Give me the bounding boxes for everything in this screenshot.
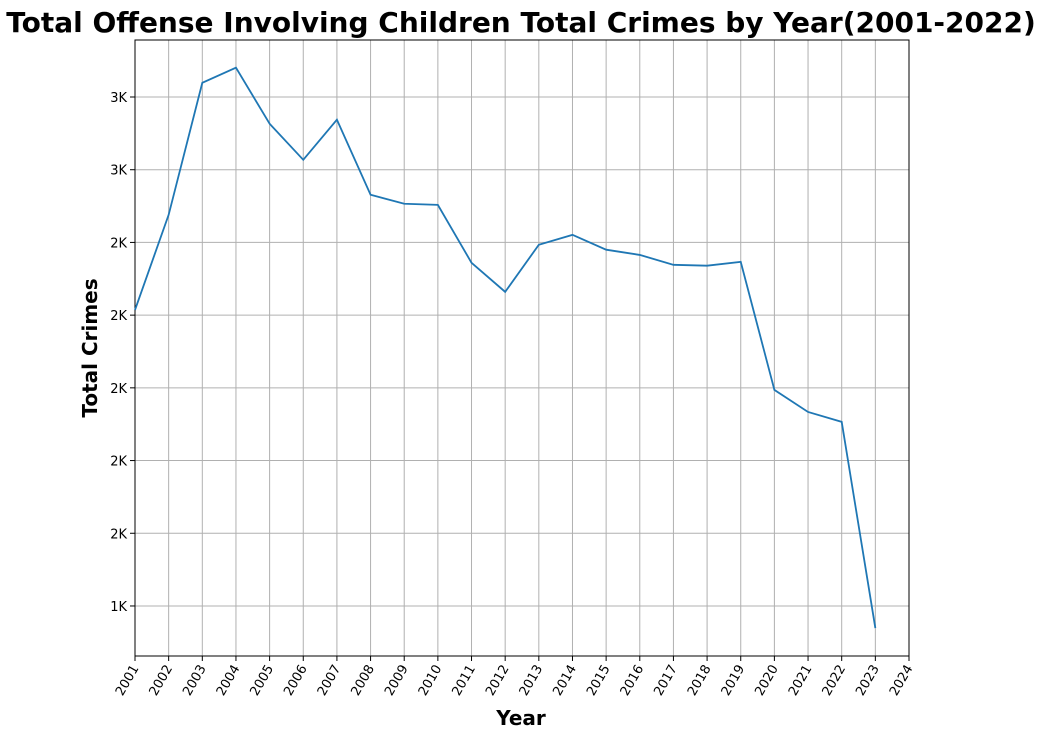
x-tick-label: 2002 (147, 663, 177, 699)
x-axis-label: Year (495, 706, 546, 730)
x-tick-label: 2023 (853, 663, 883, 699)
x-tick-label: 2016 (618, 663, 648, 699)
data-line (134, 66, 877, 629)
y-tick-label: 2K (110, 382, 127, 397)
x-tick-label: 2007 (315, 663, 345, 699)
x-tick-label: 2011 (449, 663, 479, 699)
x-tick-label: 2015 (584, 663, 614, 699)
x-tick-label: 2020 (752, 663, 782, 699)
y-tick-label: 1K (110, 600, 127, 615)
y-tick-label: 2K (110, 455, 127, 470)
x-tick-label: 2003 (180, 663, 210, 699)
x-tick-label: 2017 (651, 663, 681, 699)
x-tick-label: 2014 (550, 663, 580, 699)
x-tick-label: 2021 (786, 663, 816, 699)
y-axis-label: Total Crimes (78, 278, 102, 417)
y-tick-label: 2K (110, 309, 127, 324)
x-tick-label: 2008 (348, 663, 378, 699)
x-tick-label: 2024 (887, 663, 917, 699)
y-tick-label: 2K (110, 236, 127, 251)
x-tick-label: 2005 (248, 663, 278, 699)
x-tick-label: 2012 (483, 663, 513, 699)
x-tick-label: 2009 (382, 663, 412, 699)
x-tick-label: 2013 (517, 663, 547, 699)
x-tick-label: 2006 (281, 663, 311, 699)
x-tick-label: 2001 (113, 663, 143, 699)
x-tick-label: 2019 (719, 663, 749, 699)
y-tick-label: 3K (110, 164, 127, 179)
plot-frame (134, 39, 910, 657)
x-tick-label: 2004 (214, 663, 244, 699)
y-tick-label: 2K (110, 527, 127, 542)
x-tick-label: 2022 (820, 663, 850, 699)
x-tick-label: 2018 (685, 663, 715, 699)
y-tick-label: 3K (110, 91, 127, 106)
x-tick-label: 2010 (416, 663, 446, 699)
chart-title: Total Offense Involving Children Total C… (6, 6, 1036, 39)
